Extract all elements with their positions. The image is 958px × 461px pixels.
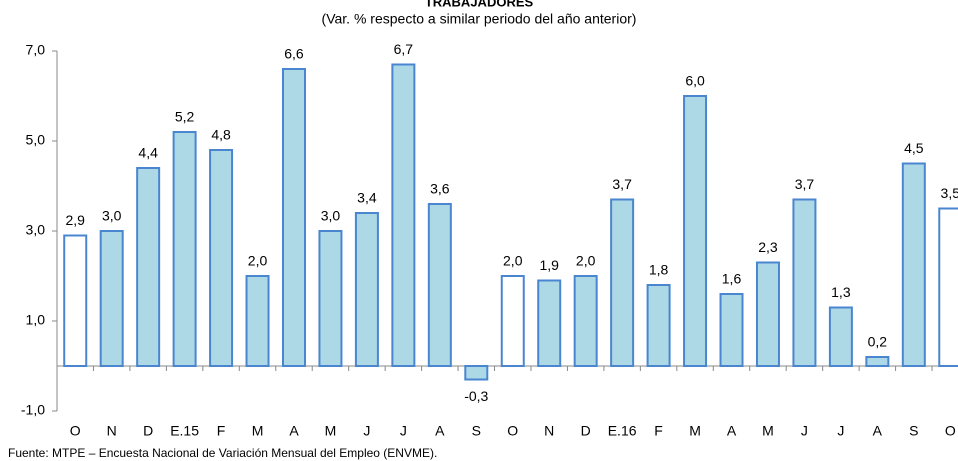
x-tick-label: A (289, 423, 299, 439)
bar (901, 162, 926, 367)
value-label: 3,6 (430, 181, 450, 197)
value-label: 5,2 (175, 109, 195, 125)
bar (136, 167, 161, 367)
bar (209, 149, 234, 367)
bar (172, 131, 197, 367)
bar (354, 212, 379, 367)
bar (537, 279, 562, 367)
bar (318, 230, 343, 367)
x-tick-label: N (544, 423, 554, 439)
bar (683, 95, 708, 367)
value-label: 2,9 (65, 212, 85, 228)
x-tick-label: N (107, 423, 117, 439)
value-label: 3,7 (612, 176, 632, 192)
bar (63, 234, 88, 367)
bar (281, 68, 306, 367)
x-tick-label: J (801, 423, 808, 439)
value-label: 2,0 (503, 253, 523, 269)
y-tick-label: -1,0 (21, 402, 45, 418)
x-tick-label: J (400, 423, 407, 439)
bar (755, 261, 780, 367)
chart-subtitle: (Var. % respecto a similar periodo del a… (322, 11, 637, 27)
x-tick-label: J (363, 423, 370, 439)
x-tick-label: S (472, 423, 481, 439)
y-tick-label: 5,0 (26, 132, 46, 148)
value-label: 0,2 (868, 334, 888, 350)
value-label: 3,0 (321, 208, 341, 224)
value-label: 1,8 (649, 262, 669, 278)
bar (610, 198, 635, 367)
value-label: 3,7 (795, 176, 815, 192)
value-label: 2,0 (576, 253, 596, 269)
x-tick-label: O (70, 423, 81, 439)
value-label: 3,0 (102, 208, 122, 224)
value-label: 3,4 (357, 190, 377, 206)
value-label: 4,5 (904, 140, 924, 156)
value-label: 6,0 (685, 73, 705, 89)
value-label: 2,0 (248, 253, 268, 269)
x-tick-label: S (909, 423, 918, 439)
value-label: 4,8 (211, 127, 231, 143)
bar (391, 63, 416, 367)
x-tick-label: A (435, 423, 445, 439)
bar (245, 275, 270, 367)
value-label: 6,7 (394, 41, 414, 57)
bar (500, 275, 525, 367)
x-tick-label: M (325, 423, 337, 439)
bar (719, 293, 744, 367)
bar (464, 365, 489, 381)
y-tick-label: 7,0 (26, 42, 46, 58)
bar (865, 356, 890, 367)
value-label: 6,6 (284, 46, 304, 62)
x-tick-label: O (507, 423, 518, 439)
x-tick-label: E.15 (170, 423, 199, 439)
chart-title: TRABAJADORES (425, 0, 534, 9)
value-label: 3,5 (941, 185, 958, 201)
bar (573, 275, 598, 367)
x-tick-label: O (945, 423, 956, 439)
x-tick-label: M (252, 423, 264, 439)
value-label: 2,3 (758, 239, 778, 255)
value-label: 1,6 (722, 271, 742, 287)
value-label: -0,3 (464, 388, 488, 404)
x-tick-label: F (217, 423, 226, 439)
x-tick-label: A (727, 423, 737, 439)
x-tick-label: A (873, 423, 883, 439)
bar (792, 198, 817, 367)
bar (427, 203, 452, 367)
x-tick-label: M (762, 423, 774, 439)
x-tick-label: F (654, 423, 663, 439)
x-tick-label: J (837, 423, 844, 439)
y-tick-label: 3,0 (26, 222, 46, 238)
x-tick-label: D (143, 423, 153, 439)
value-label: 1,9 (539, 257, 559, 273)
x-tick-label: D (581, 423, 591, 439)
x-tick-label: M (689, 423, 701, 439)
x-tick-label: E.16 (608, 423, 637, 439)
bar (99, 230, 124, 367)
y-tick-label: 1,0 (26, 312, 46, 328)
source-note: Fuente: MTPE – Encuesta Nacional de Vari… (8, 446, 437, 460)
bar (828, 306, 853, 367)
value-label: 1,3 (831, 284, 851, 300)
bar (938, 207, 958, 367)
bar (646, 284, 671, 367)
value-label: 4,4 (138, 145, 158, 161)
